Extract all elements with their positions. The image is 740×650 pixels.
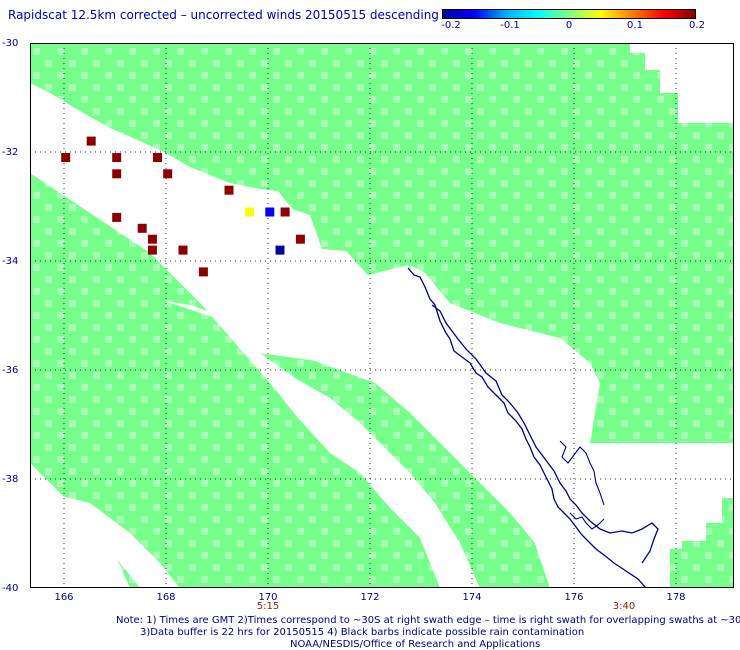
wind-difference-cell: [280, 207, 290, 217]
colorbar-tick: -0.1: [500, 20, 520, 31]
wind-difference-cell: [295, 234, 305, 244]
lon-label: 178: [666, 592, 686, 603]
wind-difference-cell: [198, 267, 208, 277]
wind-difference-cell: [275, 245, 285, 255]
lon-label: 168: [156, 592, 176, 603]
coastline: [559, 440, 605, 506]
colorbar-tick: 0.2: [689, 20, 705, 31]
graticule: [30, 43, 734, 588]
lat-label: -30: [2, 38, 19, 49]
data-gap-pattern: [30, 43, 734, 588]
lat-label: -40: [2, 583, 19, 594]
footnote-line: NOAA/NESDIS/Office of Research and Appli…: [290, 639, 541, 650]
footnote-line: 3)Data buffer is 22 hrs for 20150515 4) …: [140, 627, 585, 638]
colorbar-tick: 0: [565, 20, 573, 31]
coastline: [407, 267, 647, 588]
wind-difference-cells: [61, 136, 305, 277]
lon-label: 166: [54, 592, 74, 603]
wind-difference-cell: [147, 234, 157, 244]
wind-difference-cell: [137, 223, 147, 233]
lon-label: 172: [360, 592, 380, 603]
wind-difference-cell: [153, 153, 162, 162]
lat-label: -38: [2, 474, 19, 485]
coastline: [569, 512, 605, 530]
lon-label: 174: [462, 592, 482, 603]
wind-difference-cell: [61, 153, 71, 162]
colorbar-tick: 0.1: [627, 20, 643, 31]
wind-map: [30, 43, 734, 588]
footnote-line: Note: 1) Times are GMT 2)Times correspon…: [116, 615, 740, 626]
wind-difference-cell: [112, 212, 122, 222]
colorbar: [442, 9, 696, 19]
wind-difference-cell: [178, 245, 188, 255]
colorbar-tick: -0.2: [441, 20, 461, 31]
lon-label: 170: [258, 592, 278, 603]
lat-label: -32: [2, 147, 19, 158]
wind-difference-cell: [244, 207, 254, 217]
wind-difference-cell: [265, 207, 275, 217]
wind-difference-cell: [112, 169, 122, 179]
coastline: [431, 304, 659, 564]
wind-difference-cell: [147, 245, 157, 255]
lon-label: 176: [564, 592, 584, 603]
map-title: Rapidscat 12.5km corrected – uncorrected…: [8, 8, 439, 22]
wind-difference-cell: [163, 169, 173, 179]
wind-difference-cell: [86, 136, 96, 146]
map-frame: [30, 43, 734, 588]
lat-label: -36: [2, 365, 19, 376]
wind-difference-cell: [224, 185, 234, 195]
time-label: 5:15: [256, 601, 280, 612]
wind-difference-cell: [112, 153, 122, 162]
time-label: 3:40: [612, 601, 636, 612]
lat-label: -34: [2, 256, 19, 267]
